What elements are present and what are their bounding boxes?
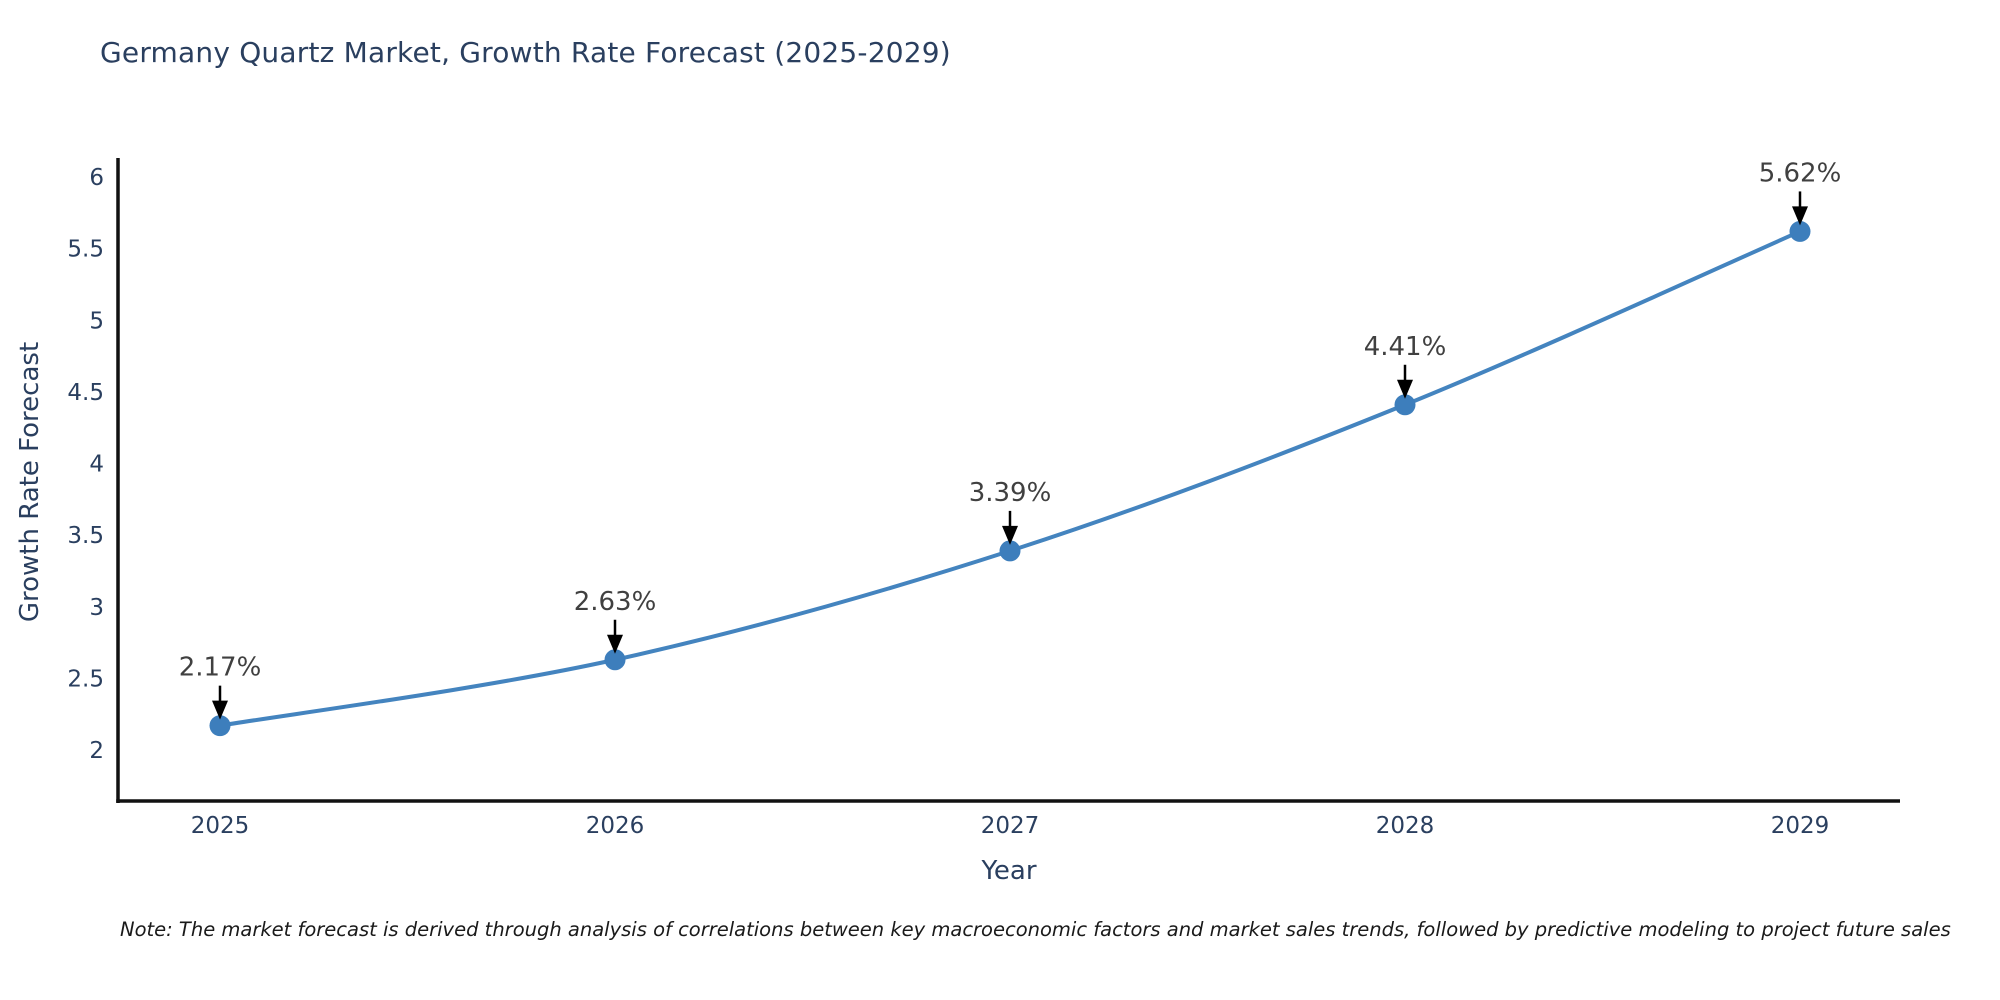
annotation-arrowhead-icon — [1397, 379, 1413, 399]
y-tick-label: 2 — [89, 738, 104, 764]
x-tick-label: 2028 — [1376, 813, 1435, 839]
point-value-label: 5.62% — [1759, 158, 1842, 188]
y-tick-label: 3 — [89, 595, 104, 621]
point-value-label: 2.63% — [574, 587, 657, 617]
point-value-label: 2.17% — [179, 653, 262, 683]
data-point-marker[interactable] — [604, 649, 626, 671]
data-point-marker[interactable] — [1394, 394, 1416, 416]
y-tick-label: 3.5 — [67, 523, 104, 549]
point-value-label: 4.41% — [1364, 332, 1447, 362]
chart-title: Germany Quartz Market, Growth Rate Forec… — [100, 36, 951, 69]
x-tick-label: 2026 — [586, 813, 645, 839]
annotation-layer: 2.17% 2.63% 3.39% 4.41% 5.62% — [179, 158, 1842, 720]
series-growth-rate — [209, 220, 1811, 737]
axes-layer — [116, 158, 1900, 803]
annotation-arrowhead-icon — [212, 700, 228, 720]
x-tick-label: 2029 — [1771, 813, 1830, 839]
ticks-layer: 6 5.5 5 4.5 4 3.5 3 2.5 2 2025 2026 2027 2028 2029 — [67, 165, 1829, 839]
data-point-marker[interactable] — [209, 715, 231, 737]
point-value-label: 3.39% — [969, 478, 1052, 508]
y-tick-label: 5 — [89, 308, 104, 334]
data-point-marker[interactable] — [1789, 220, 1811, 242]
data-point-marker[interactable] — [999, 540, 1021, 562]
x-axis-title: Year — [981, 856, 1037, 886]
y-tick-label: 4 — [89, 452, 104, 478]
annotation-arrowhead-icon — [1002, 525, 1018, 545]
annotation-arrowhead-icon — [1792, 206, 1808, 226]
y-tick-label: 2.5 — [67, 666, 104, 692]
y-tick-label: 6 — [89, 165, 104, 191]
footnote-text: Note: The market forecast is derived thr… — [120, 918, 1951, 941]
annotation-arrowhead-icon — [607, 634, 623, 654]
x-tick-label: 2027 — [981, 813, 1040, 839]
x-tick-label: 2025 — [191, 813, 250, 839]
y-tick-label: 4.5 — [67, 380, 104, 406]
y-tick-label: 5.5 — [67, 237, 104, 263]
